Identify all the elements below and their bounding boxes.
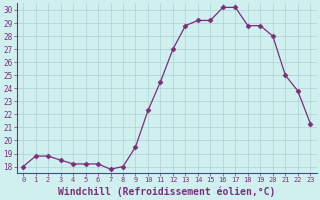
X-axis label: Windchill (Refroidissement éolien,°C): Windchill (Refroidissement éolien,°C) [58, 186, 276, 197]
